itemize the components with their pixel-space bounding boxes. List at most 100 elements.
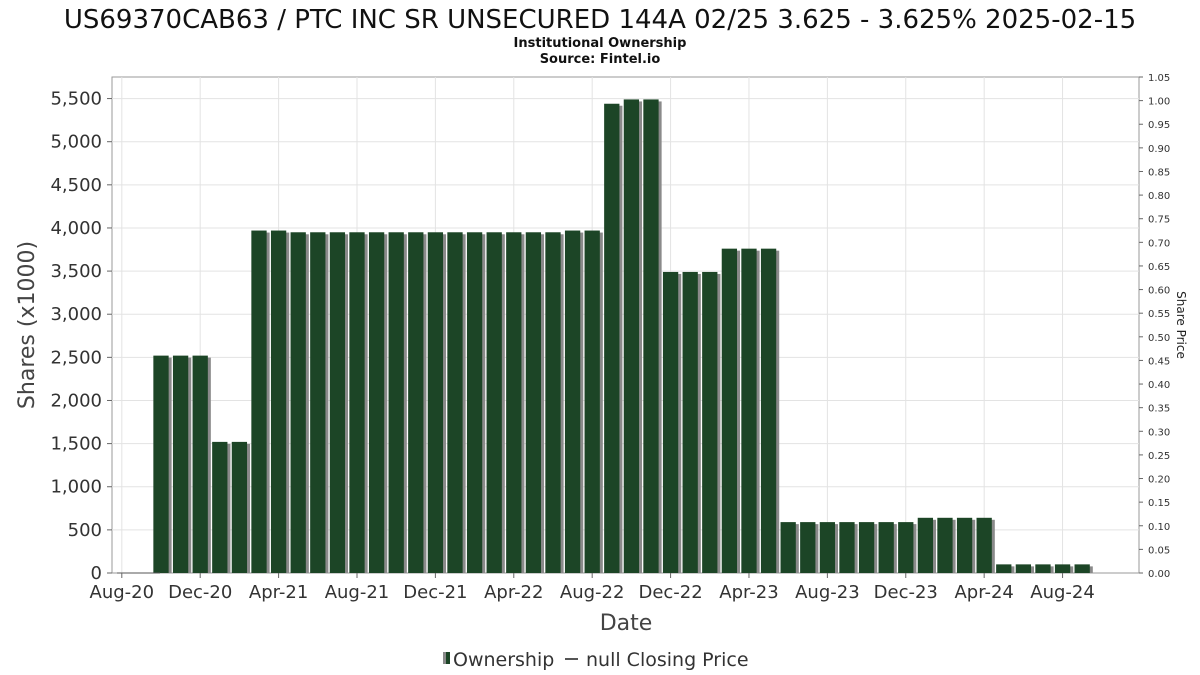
ownership-bar [466,232,483,573]
ownership-bar [1074,564,1090,573]
ownership-bar [506,232,522,573]
ownership-bar [1015,564,1032,573]
ownership-bar [643,99,659,573]
ownership-bar [564,230,581,573]
legend-ownership-label: Ownership [453,649,554,671]
ownership-bar [858,522,875,573]
legend-ownership-swatch-fill [446,652,450,664]
legend-ownership-swatch [443,652,446,664]
y-tick-label: 3,500 [50,261,102,282]
y2-tick-label: 0.60 [1148,286,1170,297]
ownership-bar [1035,564,1051,573]
x-tick-label: Aug-23 [795,582,860,603]
y2-tick-label: 0.25 [1148,451,1170,462]
ownership-bar [623,99,640,573]
ownership-bar [212,441,228,573]
y-tick-label: 2,500 [50,347,102,368]
y2-tick-label: 1.00 [1148,97,1170,108]
x-axis-label: Date [600,611,653,636]
legend-price-label: null Closing Price [586,649,749,671]
ownership-bar [290,232,306,573]
y-tick-label: 1,500 [50,434,102,455]
ownership-bar [819,522,836,573]
y2-tick-label: 0.50 [1148,333,1170,344]
ownership-bar [525,232,542,573]
ownership-bar [760,248,777,574]
ownership-bar [662,271,679,573]
ownership-bar [545,232,561,573]
ownership-bar [937,517,953,573]
ownership-bar [584,230,600,573]
y-tick-label: 5,000 [50,132,102,153]
x-axis: Aug-20 Dec-20 Apr-21 Aug-21 Dec-21 Apr-22 Aug-… [90,573,1095,603]
ownership-bar [388,232,404,573]
ownership-bar [231,441,248,573]
ownership-bar [329,232,346,573]
y2-tick-label: 0.90 [1148,144,1170,155]
y2-tick-label: 0.95 [1148,120,1170,131]
y2-tick-label: 0.15 [1148,498,1170,509]
ownership-bar [349,232,365,573]
y-tick-label: 3,000 [50,304,102,325]
y2-tick-label: 1.05 [1148,73,1170,84]
y2-tick-label: 0.70 [1148,238,1170,249]
ownership-bar [721,248,738,574]
x-tick-label: Dec-23 [874,582,938,603]
ownership-bar [251,230,267,573]
x-tick-label: Aug-20 [90,582,155,603]
ownership-bar [780,522,796,573]
y-tick-label: 5,500 [50,89,102,110]
ownership-bar [172,355,189,573]
ownership-bar [310,232,326,573]
x-tick-label: Apr-24 [954,582,1013,603]
ownership-bar [270,230,287,573]
y-tick-label: 2,000 [50,390,102,411]
ownership-bar [898,522,914,573]
y-tick-label: 1,000 [50,477,102,498]
ownership-bar [878,522,894,573]
y2-tick-label: 0.75 [1148,215,1170,226]
ownership-bar [427,232,444,573]
y2-tick-label: 0.00 [1148,569,1170,580]
ownership-bar [839,522,855,573]
y-axis-right: 0.00 0.05 0.10 0.15 0.20 0.25 0.30 0.35 0.40 0.45… [1139,73,1170,580]
ownership-bar [917,517,934,573]
y2-tick-label: 0.05 [1148,545,1170,556]
chart-title: US69370CAB63 / PTC INC SR UNSECURED 144A… [64,5,1136,35]
y2-tick-label: 0.80 [1148,191,1170,202]
x-tick-label: Dec-21 [403,582,467,603]
ownership-bar [741,248,757,574]
x-tick-label: Apr-21 [249,582,308,603]
ownership-bar [996,564,1012,573]
y2-tick-label: 0.45 [1148,356,1170,367]
y-axis-left: 0 500 1,000 1,500 2,000 2,500 3,000 3,500 4,000 4… [50,89,112,584]
ownership-bar [447,232,463,573]
ownership-bar [486,232,502,573]
ownership-bar [800,522,816,573]
y-tick-label: 500 [68,520,102,541]
y-axis-label: Shares (x1000) [15,241,40,409]
y2-tick-label: 0.65 [1148,262,1170,273]
ownership-bar [1054,564,1071,573]
ownership-bar [604,103,620,573]
ownership-bar [682,271,698,573]
x-tick-label: Aug-22 [560,582,625,603]
chart-subtitle-2: Source: Fintel.io [540,52,661,67]
x-tick-label: Aug-24 [1030,582,1095,603]
ownership-bar [408,232,424,573]
ownership-bar [976,517,992,573]
x-tick-label: Dec-22 [638,582,702,603]
y2-axis-label: Share Price [1174,291,1188,359]
y2-tick-label: 0.85 [1148,167,1170,178]
x-tick-label: Aug-21 [325,582,390,603]
legend: Ownership null Closing Price [443,649,749,671]
x-tick-label: Apr-22 [484,582,543,603]
y-tick-label: 4,500 [50,175,102,196]
y2-tick-label: 0.40 [1148,380,1170,391]
ownership-bar [192,355,208,573]
ownership-bar [368,232,385,573]
chart-subtitle-1: Institutional Ownership [514,36,687,51]
ownership-bar [153,355,169,573]
ownership-bar [702,271,718,573]
